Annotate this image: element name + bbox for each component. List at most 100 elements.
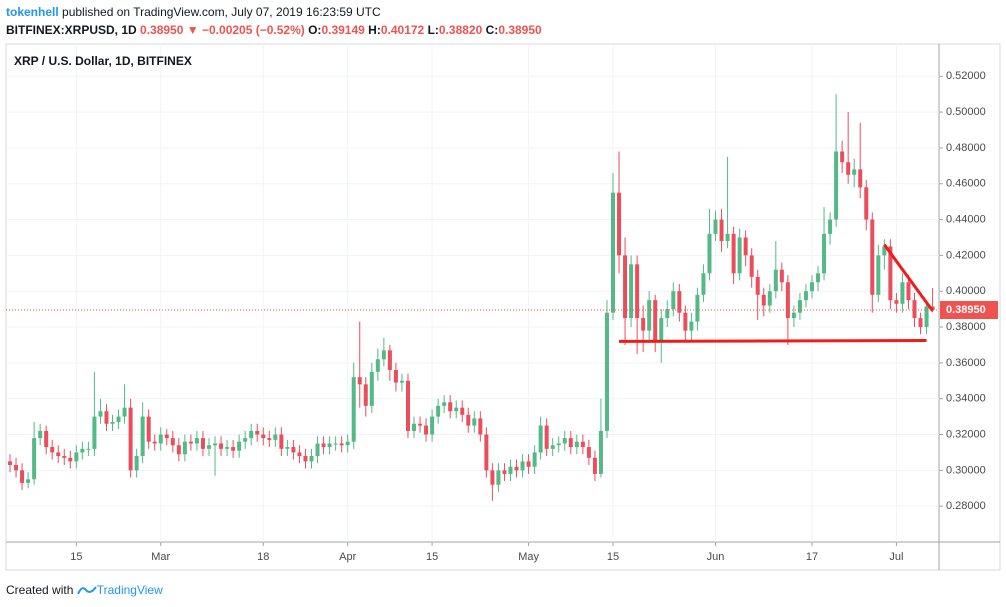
candle-body bbox=[876, 255, 881, 295]
candle-body bbox=[894, 300, 899, 304]
candle-body bbox=[333, 443, 338, 445]
arrow: ▼ bbox=[186, 23, 199, 37]
x-tick-label: Jun bbox=[707, 551, 725, 563]
candle-body bbox=[816, 273, 821, 283]
candle-body bbox=[436, 405, 441, 417]
candle-body bbox=[683, 312, 688, 331]
candle-body bbox=[134, 456, 139, 471]
y-tick-label: 0.40000 bbox=[946, 285, 986, 297]
candle-body bbox=[460, 407, 465, 415]
candle-body bbox=[38, 430, 43, 439]
price-label: 0.38950 bbox=[946, 304, 986, 316]
candle-body bbox=[629, 264, 634, 319]
candle-body bbox=[737, 237, 742, 274]
candle-body bbox=[864, 187, 869, 220]
y-tick-label: 0.46000 bbox=[946, 178, 986, 190]
candle-body bbox=[261, 434, 266, 439]
candle-body bbox=[86, 448, 91, 450]
candle-body bbox=[62, 456, 67, 458]
candle-body bbox=[526, 461, 531, 467]
candle-body bbox=[822, 233, 827, 274]
candle-body bbox=[363, 384, 368, 406]
candle-body bbox=[586, 447, 591, 458]
candle-body bbox=[50, 447, 55, 453]
price-label-box bbox=[940, 301, 998, 320]
candle-body bbox=[219, 443, 224, 449]
candle-body bbox=[598, 430, 603, 474]
candle-body bbox=[303, 456, 308, 462]
candle-body bbox=[393, 370, 398, 383]
logo bbox=[76, 586, 97, 595]
ohlc-key: H: bbox=[368, 23, 381, 37]
candle-body bbox=[297, 452, 302, 457]
candle-body bbox=[803, 291, 808, 301]
candle-body bbox=[840, 151, 845, 163]
candle-body bbox=[8, 461, 12, 465]
x-tick-label: 15 bbox=[426, 551, 438, 563]
candle-body bbox=[32, 438, 37, 480]
candle-body bbox=[828, 219, 833, 234]
change: −0.00205 (−0.52%) bbox=[202, 23, 305, 37]
candle-body bbox=[490, 470, 495, 485]
candle-body bbox=[243, 438, 248, 442]
x-tick-label: 15 bbox=[607, 551, 619, 563]
candle-body bbox=[731, 233, 736, 274]
candle-body bbox=[635, 264, 640, 319]
candle-body bbox=[604, 312, 609, 431]
candle-body bbox=[930, 306, 935, 311]
candle-body bbox=[773, 269, 778, 292]
publish-line: tokenhell published on TradingView.com, … bbox=[6, 5, 381, 19]
candle-body bbox=[617, 192, 622, 256]
candle-body bbox=[580, 441, 585, 448]
candle-body bbox=[442, 402, 447, 406]
candle-body bbox=[514, 466, 519, 471]
candle-body bbox=[544, 425, 549, 449]
candle-body bbox=[870, 219, 875, 295]
candle-body bbox=[623, 255, 628, 319]
x-tick-label: Apr bbox=[339, 551, 356, 563]
candle-body bbox=[405, 380, 410, 431]
candle-body bbox=[315, 443, 320, 457]
x-tick-label: May bbox=[518, 551, 539, 563]
candle-body bbox=[164, 434, 169, 439]
ohlc-key: O: bbox=[308, 23, 322, 37]
candle-body bbox=[345, 441, 350, 446]
candle-body bbox=[116, 416, 121, 422]
footer: Created with TradingView bbox=[6, 582, 163, 597]
author[interactable]: tokenhell bbox=[6, 5, 59, 19]
candle-body bbox=[255, 430, 260, 435]
candle-body bbox=[556, 443, 561, 446]
candle-body bbox=[267, 438, 272, 440]
candle-body bbox=[472, 418, 477, 426]
candle-body bbox=[188, 441, 193, 444]
footer-brand[interactable]: TradingView bbox=[96, 583, 163, 597]
candle-body bbox=[448, 402, 453, 412]
candle-body bbox=[725, 233, 730, 242]
candles bbox=[6, 94, 939, 501]
candle-body bbox=[888, 246, 893, 301]
candle-body bbox=[755, 276, 760, 295]
candle-body bbox=[671, 291, 676, 310]
ohlc-key: C: bbox=[485, 23, 499, 37]
candle-body bbox=[592, 457, 597, 474]
candle-body bbox=[574, 441, 579, 448]
candle-body bbox=[785, 282, 790, 319]
ohlc-value: 0.40172 bbox=[380, 23, 425, 37]
candle-body bbox=[80, 448, 85, 453]
candle-body bbox=[98, 411, 103, 417]
x-tick-label: Mar bbox=[151, 551, 170, 563]
candle-body bbox=[466, 414, 471, 426]
candle-body bbox=[327, 443, 332, 448]
trend-line bbox=[883, 243, 934, 312]
candle-body bbox=[387, 350, 392, 371]
candle-body bbox=[339, 443, 344, 446]
candle-body bbox=[249, 430, 254, 439]
candle-body bbox=[478, 418, 483, 435]
x-tick-label: 15 bbox=[70, 551, 82, 563]
candle-body bbox=[713, 219, 718, 234]
candle-body bbox=[68, 457, 73, 462]
candle-body bbox=[791, 312, 796, 319]
candle-body bbox=[767, 291, 772, 306]
